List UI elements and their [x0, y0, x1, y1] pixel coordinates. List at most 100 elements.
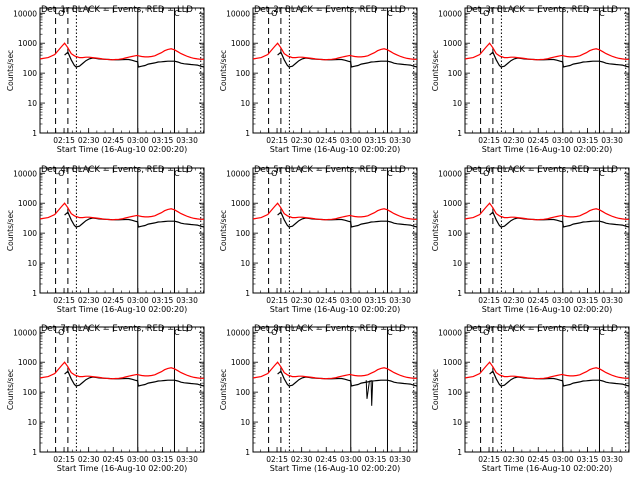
y-tick-label: 10000	[438, 169, 462, 178]
x-tick-label: 03:30	[601, 296, 623, 305]
x-tick-label: 03:15	[577, 296, 599, 305]
y-tick-label: 1000	[231, 358, 250, 367]
x-axis-label: Start Time (16-Aug-10 02:00:20)	[482, 305, 613, 314]
x-tick-label: 02:45	[315, 136, 337, 145]
series-events	[277, 51, 418, 68]
x-tick-label: 03:15	[152, 296, 174, 305]
marker-label-open: O	[271, 169, 277, 178]
y-tick-label: 10000	[226, 9, 250, 18]
y-tick-label: 10	[27, 259, 37, 268]
x-tick-label: 02:30	[78, 296, 100, 305]
y-tick-label: 1	[457, 448, 462, 457]
marker-label-open: O	[271, 9, 277, 18]
panel-title: Det_8r BLACK = Events, RED = LLD	[254, 324, 406, 334]
y-axis-label: Counts/sec	[6, 369, 15, 410]
plot-frame	[464, 7, 630, 134]
y-tick-label: 10	[452, 99, 462, 108]
panel-det-8: Det_8r BLACK = Events, RED = LLD 1 10 100 10…	[219, 324, 418, 473]
panel-title: Det_4r BLACK = Events, RED = LLD	[41, 165, 193, 175]
x-tick-label: 02:30	[503, 455, 525, 464]
y-tick-label: 100	[23, 388, 38, 397]
marker-label-open: O	[58, 9, 64, 18]
marker-label-open: O	[271, 328, 277, 337]
x-tick-label: 03:30	[601, 455, 623, 464]
marker-label-close: C	[599, 169, 605, 178]
marker-label-open: O	[58, 169, 64, 178]
y-tick-label: 10	[27, 99, 37, 108]
x-axis-label: Start Time (16-Aug-10 02:00:20)	[57, 145, 188, 154]
panel-title: Det_3r BLACK = Events, RED = LLD	[466, 5, 618, 15]
panel-title: Det_6r BLACK = Events, RED = LLD	[466, 165, 618, 175]
marker-label-open: O	[58, 328, 64, 337]
y-tick-label: 10	[452, 418, 462, 427]
x-tick-label: 03:30	[389, 455, 411, 464]
series-lld	[252, 202, 417, 221]
x-tick-label: 02:30	[291, 296, 313, 305]
marker-label-close: C	[174, 169, 180, 178]
marker-label-close: C	[599, 9, 605, 18]
x-tick-label: 02:15	[266, 296, 288, 305]
x-tick-label: 02:45	[315, 455, 337, 464]
series-events	[489, 370, 630, 387]
x-tick-label: 02:15	[266, 455, 288, 464]
x-tick-label: 03:30	[601, 136, 623, 145]
x-tick-label: 03:15	[577, 136, 599, 145]
series-events	[489, 211, 630, 228]
x-tick-label: 02:45	[102, 455, 124, 464]
y-tick-label: 1000	[443, 199, 462, 208]
y-axis-label: Counts/sec	[431, 210, 440, 251]
y-tick-label: 10	[452, 259, 462, 268]
y-tick-label: 1000	[443, 39, 462, 48]
series-events	[277, 211, 418, 228]
x-tick-label: 03:00	[127, 136, 149, 145]
series-events	[489, 51, 630, 68]
x-tick-label: 03:15	[365, 455, 387, 464]
series-events	[64, 211, 205, 228]
plot-frame	[39, 167, 205, 294]
x-axis-label: Start Time (16-Aug-10 02:00:20)	[482, 464, 613, 473]
x-axis-label: Start Time (16-Aug-10 02:00:20)	[57, 464, 188, 473]
y-axis-label: Counts/sec	[219, 50, 228, 91]
marker-label-close: C	[599, 328, 605, 337]
x-axis-label: Start Time (16-Aug-10 02:00:20)	[57, 305, 188, 314]
y-tick-label: 1000	[231, 199, 250, 208]
y-axis-label: Counts/sec	[431, 369, 440, 410]
y-axis-label: Counts/sec	[219, 369, 228, 410]
marker-label-open: O	[483, 9, 489, 18]
marker-label-close: C	[387, 328, 393, 337]
y-tick-label: 10	[240, 99, 250, 108]
x-tick-label: 03:15	[365, 136, 387, 145]
x-tick-label: 02:45	[102, 136, 124, 145]
x-tick-label: 02:30	[78, 455, 100, 464]
plot-frame	[252, 326, 418, 453]
x-tick-label: 02:30	[291, 136, 313, 145]
marker-label-open: O	[483, 169, 489, 178]
x-tick-label: 03:00	[552, 136, 574, 145]
x-tick-label: 02:30	[503, 296, 525, 305]
panel-det-2: Det_2r BLACK = Events, RED = LLD 1 10 100 10…	[219, 5, 418, 154]
x-tick-label: 03:15	[152, 136, 174, 145]
x-tick-label: 03:30	[176, 455, 198, 464]
y-tick-label: 1000	[18, 199, 37, 208]
marker-label-close: C	[387, 169, 393, 178]
y-tick-label: 1	[245, 129, 250, 138]
x-tick-label: 02:15	[478, 136, 500, 145]
x-axis-label: Start Time (16-Aug-10 02:00:20)	[270, 305, 401, 314]
y-tick-label: 1000	[18, 39, 37, 48]
series-lld	[39, 202, 204, 221]
x-tick-label: 03:30	[176, 296, 198, 305]
y-tick-label: 10	[27, 418, 37, 427]
x-tick-label: 02:45	[527, 296, 549, 305]
series-events	[64, 370, 205, 387]
y-tick-label: 10000	[13, 9, 37, 18]
y-tick-label: 1	[32, 129, 37, 138]
x-tick-label: 03:00	[552, 455, 574, 464]
y-tick-label: 1	[245, 289, 250, 298]
x-tick-label: 02:45	[315, 296, 337, 305]
x-tick-label: 03:15	[152, 455, 174, 464]
x-tick-label: 02:45	[527, 136, 549, 145]
x-tick-label: 02:30	[291, 455, 313, 464]
y-tick-label: 100	[23, 69, 38, 78]
y-tick-label: 100	[236, 388, 251, 397]
